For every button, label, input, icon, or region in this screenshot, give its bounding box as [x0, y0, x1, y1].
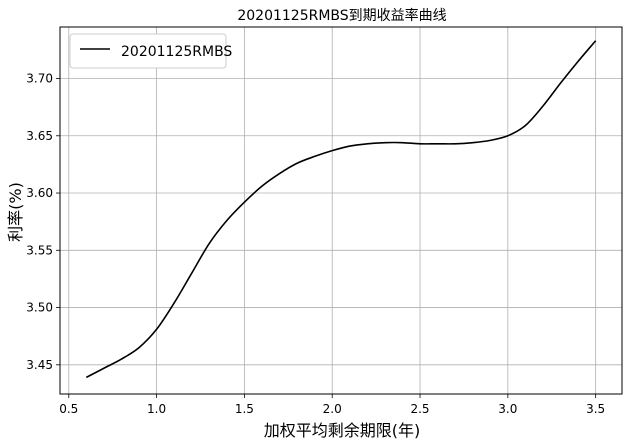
- x-tick-label: 3.0: [498, 402, 517, 416]
- series-layer: [85, 40, 597, 379]
- x-tick-label: 1.0: [147, 402, 166, 416]
- y-tick-label: 3.65: [26, 129, 53, 143]
- legend: 20201125RMBS: [69, 33, 232, 69]
- series-line: [85, 40, 597, 379]
- y-tick-label: 3.50: [26, 301, 53, 315]
- x-tick-label: 2.5: [410, 402, 429, 416]
- x-axis: 0.5 1.0 1.5 2.0 2.5 3.0 3.5: [59, 394, 605, 416]
- x-tick-label: 0.5: [59, 402, 78, 416]
- x-tick-label: 2.0: [323, 402, 342, 416]
- chart-title: 20201125RMBS到期收益率曲线: [237, 7, 446, 24]
- y-axis-title: 利率(%): [6, 182, 25, 242]
- legend-label: 20201125RMBS: [121, 44, 232, 60]
- legend-box: [69, 33, 227, 69]
- y-tick-label: 3.70: [26, 72, 53, 86]
- x-axis-title: 加权平均剩余期限(年): [264, 421, 421, 440]
- plot-frame: [59, 26, 623, 395]
- y-tick-label: 3.45: [26, 358, 53, 372]
- x-tick-label: 1.5: [235, 402, 254, 416]
- y-tick-label: 3.55: [26, 243, 53, 257]
- y-tick-label: 3.60: [26, 186, 53, 200]
- x-tick-label: 3.5: [586, 402, 605, 416]
- grid: [60, 27, 622, 394]
- y-axis: 3.45 3.50 3.55 3.60 3.65 3.70: [26, 72, 60, 372]
